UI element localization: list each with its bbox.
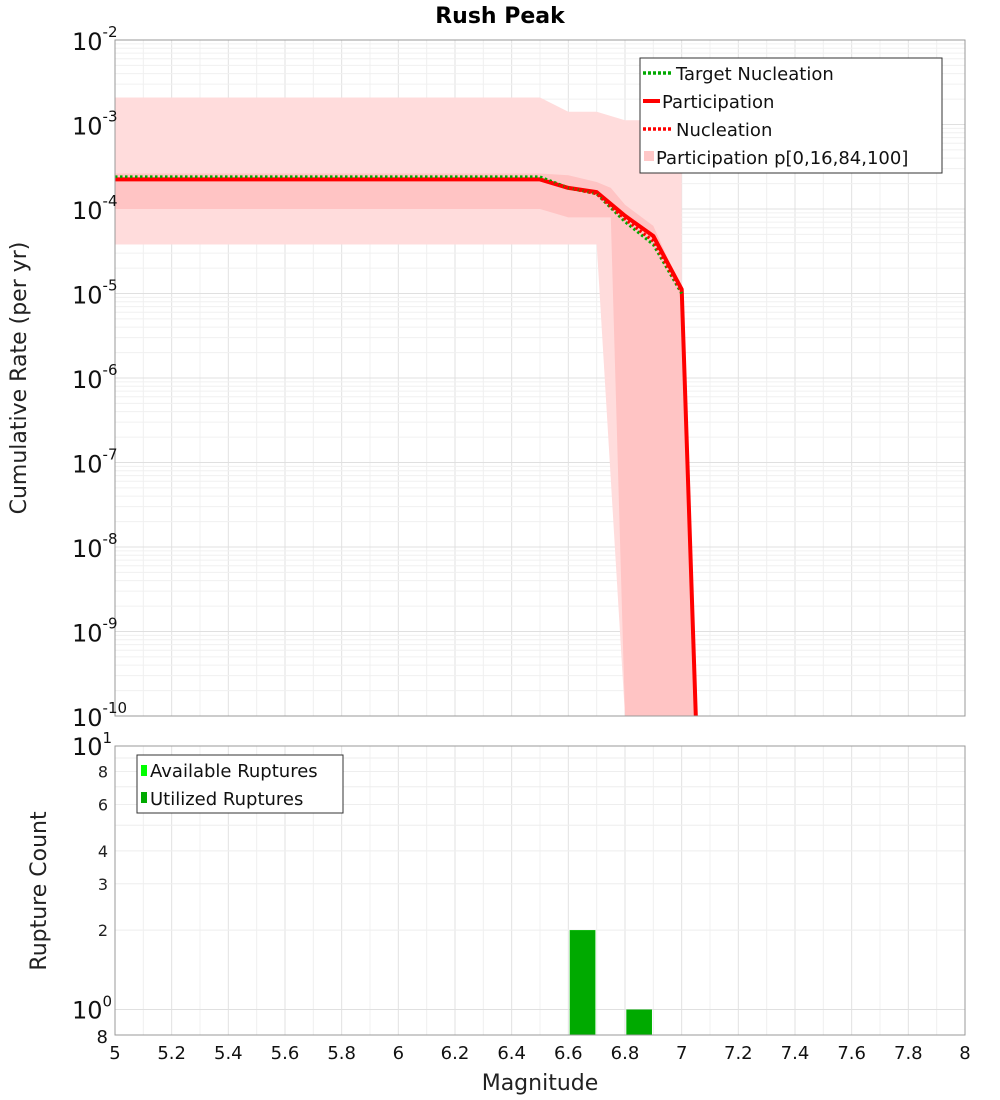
chart-title: Rush Peak [435,4,566,29]
x-tick-label: 5.6 [271,1043,300,1064]
count-plot-bars [569,930,652,1035]
count-plot-x-ticks: 5 5.2 5.4 5.6 5.8 6 6.2 6.4 6.6 6.8 7 7.2 7.4 7.6 7.8 8 [109,1043,970,1064]
y-tick-label: 10-10 [72,699,127,732]
x-tick-label: 7 [676,1043,687,1064]
x-tick-label: 5.8 [327,1043,356,1064]
count-plot-y-label: Rupture Count [27,811,52,971]
y-tick-label: 10-2 [72,23,118,56]
target-nucleation-line [115,175,683,295]
x-tick-label: 8 [959,1043,970,1064]
legend-available-ruptures-label: Available Ruptures [150,761,318,782]
rate-plot-y-ticks: 10-2 10-3 10-4 10-5 10-6 10-7 10-8 10-9 10-10 [72,23,127,732]
rate-plot-y-label: Cumulative Rate (per yr) [7,242,32,515]
x-tick-label: 6.2 [441,1043,470,1064]
count-plot-frame [114,745,966,1036]
legend-participation-band-label: Participation p[0,16,84,100] [656,148,908,169]
count-y-tick-label: 8 [98,763,108,782]
x-tick-label: 7.2 [724,1043,753,1064]
count-y-tick-label: 3 [98,875,108,894]
rate-legend-box [639,57,943,174]
count-plot: 8 2 3 4 6 8 100 101 5 5.2 5.4 5.6 5.8 6 6.2 6.4 6.6 6.8 7… [27,729,971,1096]
count-plot-legend: Available Ruptures Utilized Ruptures [136,754,344,814]
legend-participation-band-swatch [644,151,654,161]
x-tick-label: 7.8 [894,1043,923,1064]
x-tick-label: 6.8 [611,1043,640,1064]
y-tick-label: 10-7 [72,446,118,479]
legend-utilized-ruptures-label: Utilized Ruptures [150,789,303,810]
participation-line [115,177,698,716]
y-tick-label: 10-9 [72,615,118,648]
count-plot-y-ticks: 8 2 3 4 6 8 100 101 [72,729,112,1048]
count-legend-box [136,754,344,814]
x-tick-label: 6.6 [554,1043,583,1064]
x-tick-label: 5.4 [214,1043,243,1064]
y-tick-label: 10-8 [72,530,118,563]
legend-target-nucleation-label: Target Nucleation [675,64,834,85]
y-tick-label: 10-5 [72,277,118,310]
count-y-decade-label: 100 [72,992,112,1024]
legend-nucleation-label: Nucleation [676,120,772,141]
count-y-tick-label: 4 [98,842,108,861]
count-y-tick-label: 2 [98,921,108,940]
y-tick-label: 10-6 [72,361,118,394]
rate-plot: 10-2 10-3 10-4 10-5 10-6 10-7 10-8 10-9 10-10 Cu… [7,23,966,732]
x-tick-label: 7.6 [837,1043,866,1064]
utilized-ruptures-bar [569,930,596,1035]
x-tick-label: 7.4 [781,1043,810,1064]
rate-plot-lines [115,175,698,716]
x-axis-label: Magnitude [482,1071,599,1096]
y-tick-label: 10-3 [72,108,118,141]
legend-participation-label: Participation [662,92,774,113]
x-tick-label: 5.2 [157,1043,186,1064]
x-tick-label: 6.4 [497,1043,526,1064]
count-y-decade-label: 101 [72,729,112,761]
legend-utilized-ruptures-swatch [141,792,147,803]
nucleation-line [115,177,684,293]
y-tick-label: 10-4 [72,192,118,225]
legend-available-ruptures-swatch [141,765,147,776]
x-tick-label: 5 [109,1043,120,1064]
x-tick-label: 6 [393,1043,404,1064]
rate-plot-frame [114,39,966,717]
rate-plot-legend: Target Nucleation Participation Nucleati… [639,57,943,174]
count-y-tick-label: 8 [97,1027,108,1048]
count-y-tick-label: 6 [98,795,108,814]
utilized-ruptures-bar [626,1009,652,1035]
